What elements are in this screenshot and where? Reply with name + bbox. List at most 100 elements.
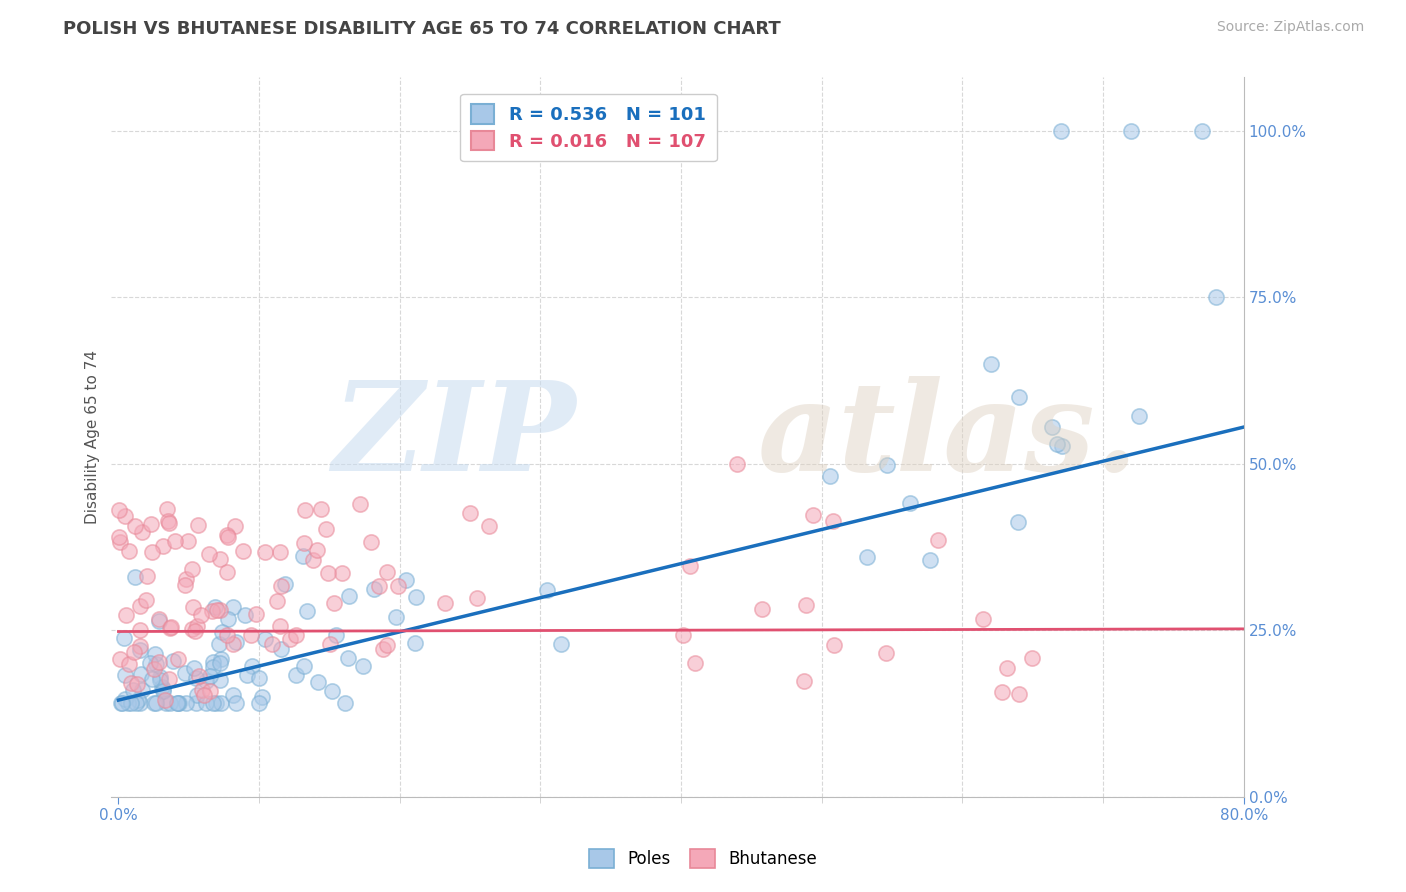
Point [1205,290,1227,304]
Point [823,514,845,528]
Point [550,636,572,650]
Point [349,497,371,511]
Point [166,697,188,711]
Point [190,607,212,622]
Point [174,697,197,711]
Point [536,583,558,598]
Point [1040,419,1063,434]
Point [294,502,316,516]
Point [302,552,325,566]
Point [148,655,170,669]
Point [145,657,167,671]
Point [145,647,167,661]
Point [131,524,153,539]
Point [253,545,276,559]
Point [270,579,292,593]
Point [131,667,153,681]
Point [188,669,211,683]
Point [208,636,231,650]
Point [404,636,426,650]
Point [107,503,129,517]
Point [190,682,212,697]
Point [980,357,1002,371]
Point [337,650,360,665]
Point [1007,516,1029,530]
Point [125,697,148,711]
Point [167,697,190,711]
Text: POLISH VS BHUTANESE DISABILITY AGE 65 TO 74 CORRELATION CHART: POLISH VS BHUTANESE DISABILITY AGE 65 TO… [63,20,780,37]
Point [167,697,190,711]
Point [107,530,129,544]
Point [142,697,165,711]
Point [823,638,845,652]
Point [139,516,162,531]
Point [333,697,356,711]
Text: ZIP: ZIP [332,376,575,498]
Point [121,675,143,690]
Point [187,517,209,532]
Point [478,519,501,533]
Point [202,656,225,670]
Point [205,697,228,711]
Point [117,543,139,558]
Point [972,612,994,626]
Point [141,545,163,559]
Point [152,683,174,698]
Point [121,682,143,697]
Point [273,577,295,591]
Point [150,680,173,694]
Point [1046,437,1069,451]
Point [387,579,409,593]
Point [222,637,245,651]
Point [186,688,208,702]
Point [114,668,136,682]
Text: atlas.: atlas. [756,376,1137,498]
Point [194,674,217,689]
Point [794,598,817,612]
Point [201,659,224,673]
Point [1121,124,1143,138]
Point [284,628,307,642]
Point [352,658,374,673]
Point [174,572,197,586]
Point [124,570,146,584]
Point [371,641,394,656]
Point [112,632,135,646]
Point [225,697,247,711]
Point [186,697,208,711]
Point [141,672,163,686]
Point [337,589,360,603]
Point [927,533,949,548]
Point [135,569,157,583]
Point [208,602,231,616]
Point [108,652,131,666]
Point [208,656,231,670]
Point [995,661,1018,675]
Point [360,534,382,549]
Point [920,553,942,567]
Point [269,619,291,633]
Point [245,607,267,621]
Text: Source: ZipAtlas.com: Source: ZipAtlas.com [1216,20,1364,34]
Point [307,543,329,558]
Point [1021,651,1043,665]
Point [117,697,139,711]
Point [152,681,174,696]
Point [128,697,150,711]
Point [129,640,152,654]
Point [217,528,239,542]
Point [793,673,815,688]
Point [115,608,138,623]
Point [159,697,181,711]
Point [465,591,488,606]
Point [875,646,897,660]
Point [247,697,270,711]
Point [375,638,398,652]
Point [315,522,337,536]
Point [235,608,257,623]
Point [198,669,221,683]
Point [184,624,207,638]
Point [193,688,215,702]
Point [114,691,136,706]
Point [856,550,879,565]
